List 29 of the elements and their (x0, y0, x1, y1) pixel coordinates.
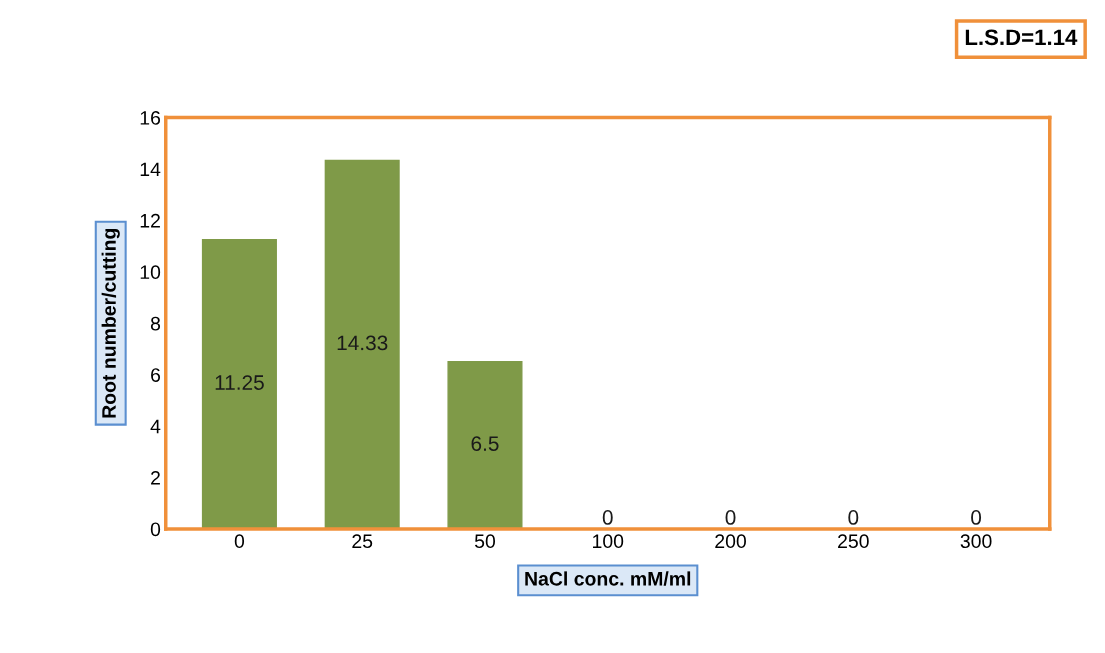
x-tick-label: 200 (715, 534, 746, 549)
data-label: 6.5 (471, 436, 499, 451)
y-axis-title: Root number/cutting (101, 228, 120, 418)
x-tick-label: 100 (593, 534, 624, 549)
y-tick-label: 12 (140, 213, 160, 228)
y-tick-label: 6 (151, 368, 161, 382)
x-tick-label: 25 (352, 534, 373, 549)
text: L.S.D=1.14 (965, 29, 1078, 46)
y-tick-label: 2 (151, 470, 160, 485)
y-tick-label: 10 (140, 265, 161, 280)
x-tick-label: 300 (960, 534, 992, 549)
x-tick-label: 250 (838, 534, 869, 549)
bar (201, 238, 277, 529)
bar (324, 159, 400, 529)
data-label: 11.25 (215, 375, 264, 390)
y-tick-label: 4 (150, 419, 161, 434)
x-tick-label: 50 (474, 534, 496, 549)
data-label: 0 (971, 510, 982, 525)
x-tick-label: 0 (234, 534, 245, 549)
data-label: 0 (725, 510, 736, 525)
bar (447, 361, 523, 529)
y-tick-label: 0 (150, 522, 161, 537)
data-label: 14.33 (337, 335, 388, 351)
x-axis-title: NaCl conc. mM/ml (525, 571, 691, 586)
y-tick-label: 8 (150, 316, 161, 331)
data-label: 0 (602, 510, 613, 525)
data-label: 0 (848, 510, 859, 525)
y-tick-label: 14 (140, 162, 161, 177)
y-tick-label: 16 (140, 111, 161, 125)
